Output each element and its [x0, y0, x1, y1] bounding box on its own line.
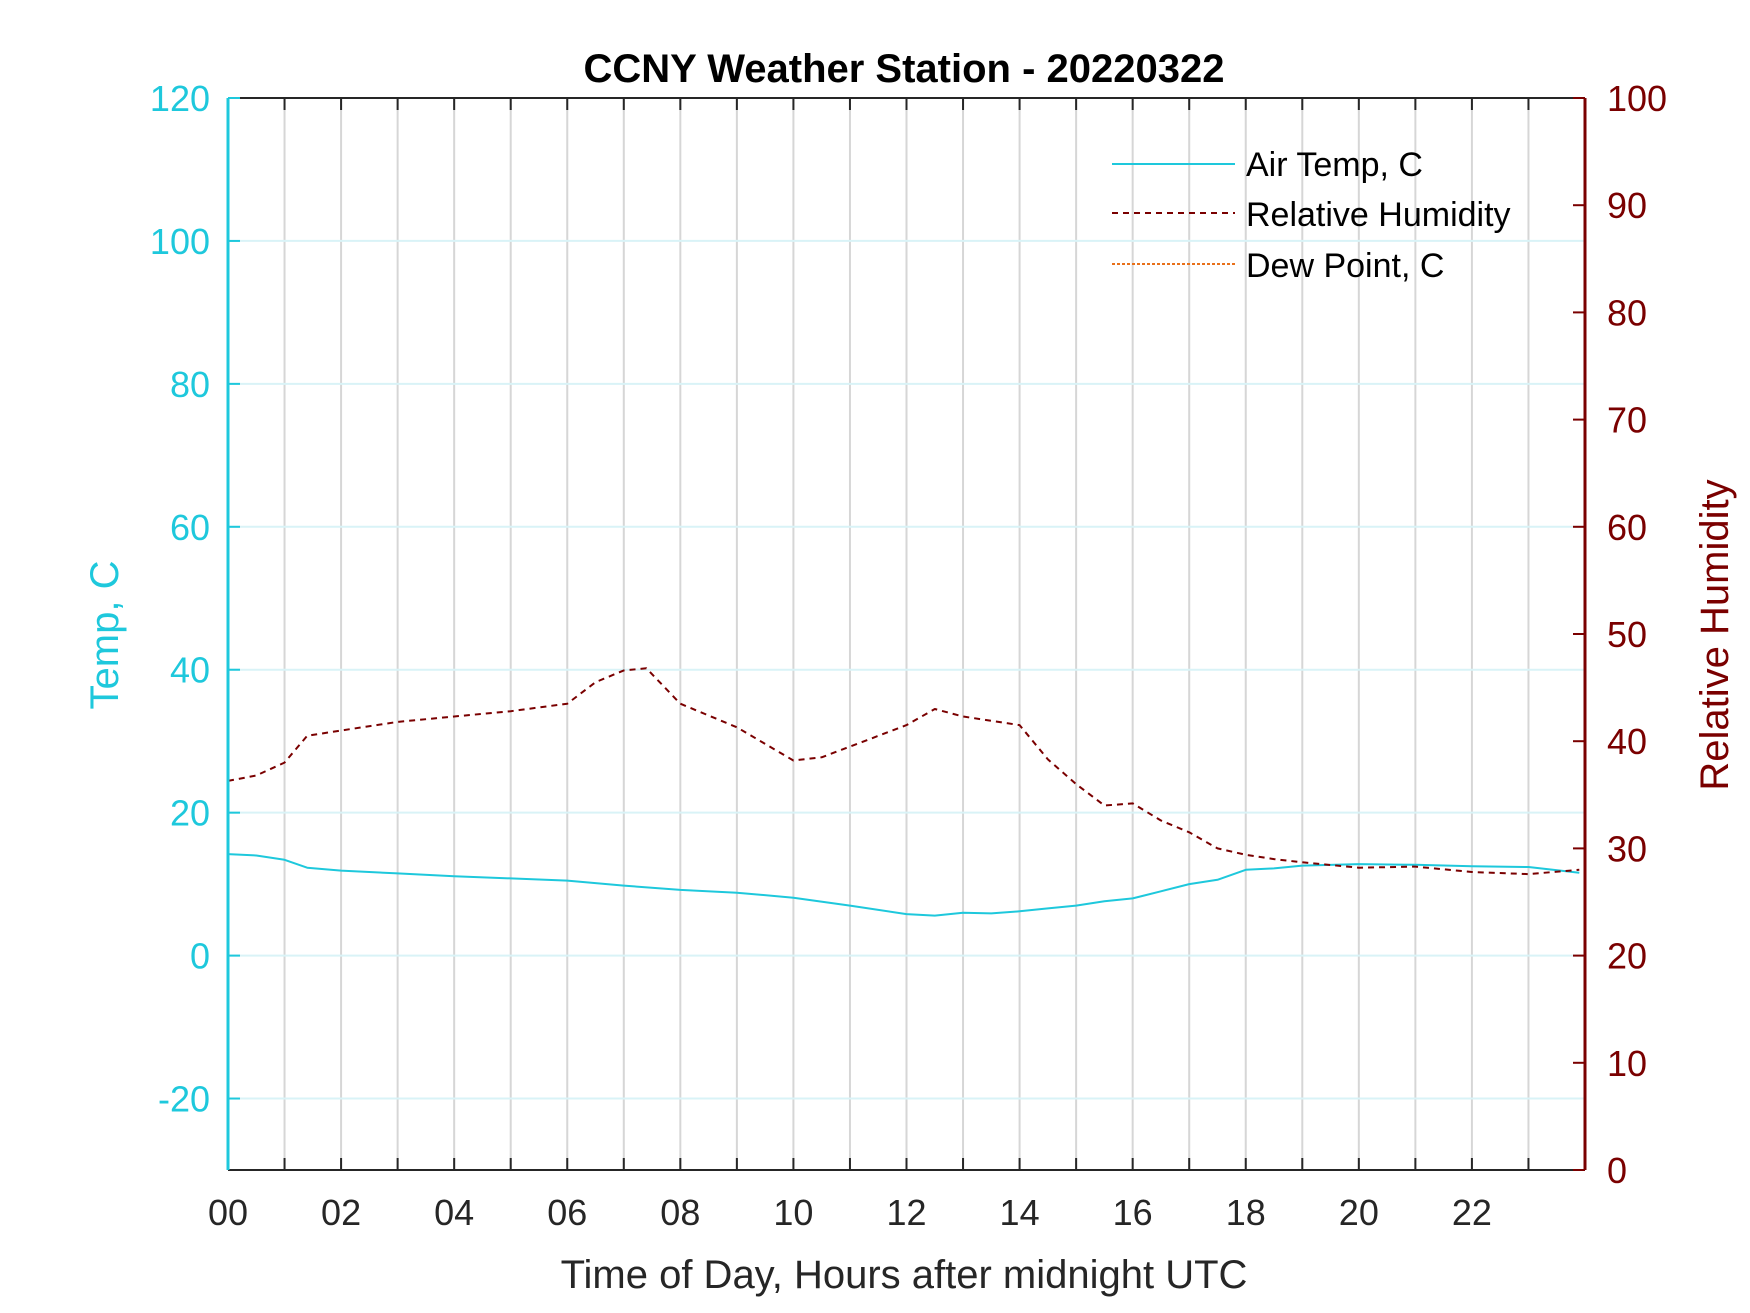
- y-right-axis-label: Relative Humidity: [1693, 479, 1737, 790]
- y-left-tick-label: 60: [170, 507, 210, 548]
- legend-label-dew-point: Dew Point, C: [1246, 247, 1444, 285]
- y-left-tick-label: 120: [150, 78, 210, 119]
- x-tick-label: 08: [660, 1192, 700, 1233]
- y-right-tick-label: 60: [1607, 507, 1647, 548]
- series-line-0: [227, 853, 1580, 917]
- x-tick-label: 00: [208, 1192, 248, 1233]
- y-right-tick-label: 10: [1607, 1043, 1647, 1084]
- grid-layer: [228, 97, 1585, 1170]
- y-left-tick-label: 80: [170, 364, 210, 405]
- x-tick-label: 12: [886, 1192, 926, 1233]
- y-right-tick-label: 20: [1607, 936, 1647, 977]
- ticks-layer: 00 02 04 06 08 10 12 14 16 18 20 22120100806040200-…: [150, 78, 1667, 1233]
- y-right-tick-label: 70: [1607, 400, 1647, 441]
- x-tick-label: 14: [1000, 1192, 1040, 1233]
- y-left-axis-label: Temp, C: [83, 561, 127, 710]
- series-line-1: [227, 667, 1580, 876]
- chart-title: CCNY Weather Station - 20220322: [584, 47, 1225, 91]
- legend-label-air-temp: Air Temp, C: [1246, 146, 1423, 184]
- y-right-tick-label: 50: [1607, 614, 1647, 655]
- x-tick-label: 10: [773, 1192, 813, 1233]
- x-tick-label: 16: [1113, 1192, 1153, 1233]
- y-left-tick-label: -20: [158, 1079, 210, 1120]
- y-right-tick-label: 90: [1607, 185, 1647, 226]
- y-right-tick-label: 0: [1607, 1150, 1627, 1191]
- x-tick-label: 18: [1226, 1192, 1266, 1233]
- legend: Air Temp, C Relative Humidity Dew Point,…: [1112, 146, 1511, 285]
- series-layer: [227, 667, 1580, 917]
- y-right-tick-label: 80: [1607, 292, 1647, 333]
- axes-layer: [226, 97, 1587, 1171]
- x-tick-label: 02: [321, 1192, 361, 1233]
- y-left-tick-label: 40: [170, 650, 210, 691]
- y-left-tick-label: 20: [170, 793, 210, 834]
- y-right-tick-label: 30: [1607, 828, 1647, 869]
- y-left-tick-label: 100: [150, 221, 210, 262]
- x-tick-label: 04: [434, 1192, 474, 1233]
- legend-label-relative-humidity: Relative Humidity: [1246, 196, 1511, 234]
- x-axis-label: Time of Day, Hours after midnight UTC: [561, 1253, 1248, 1297]
- x-tick-label: 22: [1452, 1192, 1492, 1233]
- x-tick-label: 06: [547, 1192, 587, 1233]
- y-right-tick-label: 100: [1607, 78, 1667, 119]
- y-left-tick-label: 0: [190, 936, 210, 977]
- x-tick-label: 20: [1339, 1192, 1379, 1233]
- y-right-tick-label: 40: [1607, 721, 1647, 762]
